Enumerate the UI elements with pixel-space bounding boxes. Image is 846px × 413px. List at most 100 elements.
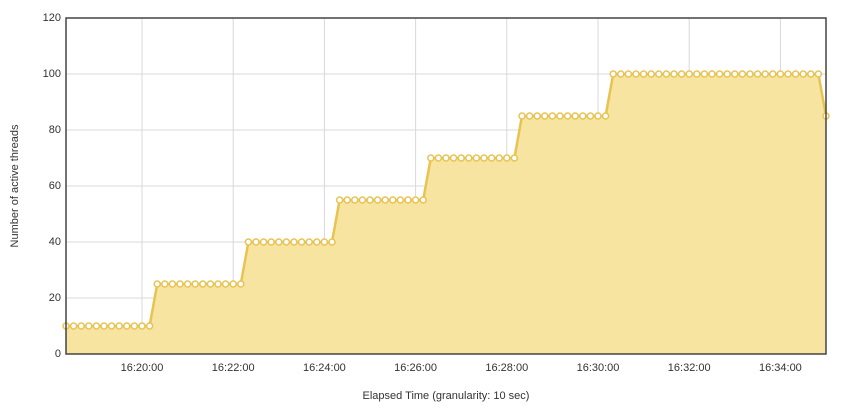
marker (252, 238, 260, 246)
x-tick-label: 16:24:00 (303, 362, 346, 374)
marker (153, 280, 161, 288)
y-tick-label: 40 (49, 236, 61, 248)
marker (115, 322, 123, 330)
marker (776, 70, 785, 78)
marker (92, 322, 101, 330)
marker (221, 280, 230, 288)
marker (396, 196, 405, 204)
marker (123, 322, 131, 330)
marker (107, 322, 116, 330)
marker (617, 70, 625, 78)
marker (214, 280, 222, 288)
marker (609, 70, 617, 78)
x-tick-label: 16:28:00 (485, 362, 528, 374)
x-tick-label: 16:26:00 (394, 362, 437, 374)
marker (594, 112, 602, 120)
marker (320, 238, 329, 246)
marker (814, 70, 823, 78)
marker (267, 238, 275, 246)
marker (715, 70, 724, 78)
marker (145, 322, 154, 330)
marker (731, 70, 739, 78)
marker (282, 238, 291, 246)
x-tick-label: 16:32:00 (668, 362, 711, 374)
marker (427, 154, 435, 162)
x-tick-label: 16:30:00 (577, 362, 620, 374)
marker (639, 70, 648, 78)
marker (533, 112, 541, 120)
marker (518, 112, 526, 120)
marker (647, 70, 655, 78)
y-tick-label: 100 (43, 68, 61, 80)
marker (313, 238, 321, 246)
x-axis-label: Elapsed Time (granularity: 10 sec) (363, 390, 530, 402)
marker (411, 196, 420, 204)
marker (472, 154, 481, 162)
marker (373, 196, 382, 204)
marker (69, 322, 78, 330)
marker (799, 70, 807, 78)
marker (434, 154, 443, 162)
x-tick-label: 16:20:00 (121, 362, 164, 374)
marker (328, 238, 336, 246)
marker (138, 322, 146, 330)
marker (297, 238, 306, 246)
marker (693, 70, 701, 78)
marker (457, 154, 465, 162)
marker (510, 154, 519, 162)
y-tick-label: 0 (55, 348, 61, 360)
marker (85, 322, 93, 330)
marker (237, 280, 245, 288)
marker (700, 70, 709, 78)
marker (259, 238, 268, 246)
marker (791, 70, 800, 78)
marker (465, 154, 473, 162)
marker (229, 280, 237, 288)
marker (168, 280, 177, 288)
marker (677, 70, 686, 78)
marker (381, 196, 389, 204)
marker (784, 70, 792, 78)
marker (358, 196, 367, 204)
marker (176, 280, 184, 288)
marker (738, 70, 747, 78)
y-axis-label: Number of active threads (9, 124, 21, 247)
marker (290, 238, 298, 246)
marker (161, 280, 169, 288)
marker (305, 238, 313, 246)
marker (244, 238, 253, 246)
marker (100, 322, 108, 330)
x-tick-label: 16:34:00 (759, 362, 802, 374)
marker (487, 154, 496, 162)
marker (563, 112, 572, 120)
marker (685, 70, 693, 78)
marker (601, 112, 610, 120)
marker (662, 70, 671, 78)
plot-frame (65, 17, 827, 355)
marker (655, 70, 663, 78)
marker (389, 196, 397, 204)
marker (480, 154, 488, 162)
y-tick-label: 20 (49, 292, 61, 304)
marker (807, 70, 815, 78)
marker (723, 70, 731, 78)
marker (708, 70, 716, 78)
marker (556, 112, 564, 120)
marker (753, 70, 762, 78)
x-tick-label: 16:22:00 (212, 362, 255, 374)
marker (525, 112, 534, 120)
marker (746, 70, 754, 78)
y-tick-label: 120 (43, 12, 61, 24)
marker (366, 196, 374, 204)
marker (130, 322, 139, 330)
y-tick-label: 80 (49, 124, 61, 136)
marker (449, 154, 458, 162)
marker (503, 154, 511, 162)
marker (351, 196, 359, 204)
marker (191, 280, 199, 288)
marker (199, 280, 207, 288)
marker (632, 70, 640, 78)
marker (206, 280, 215, 288)
